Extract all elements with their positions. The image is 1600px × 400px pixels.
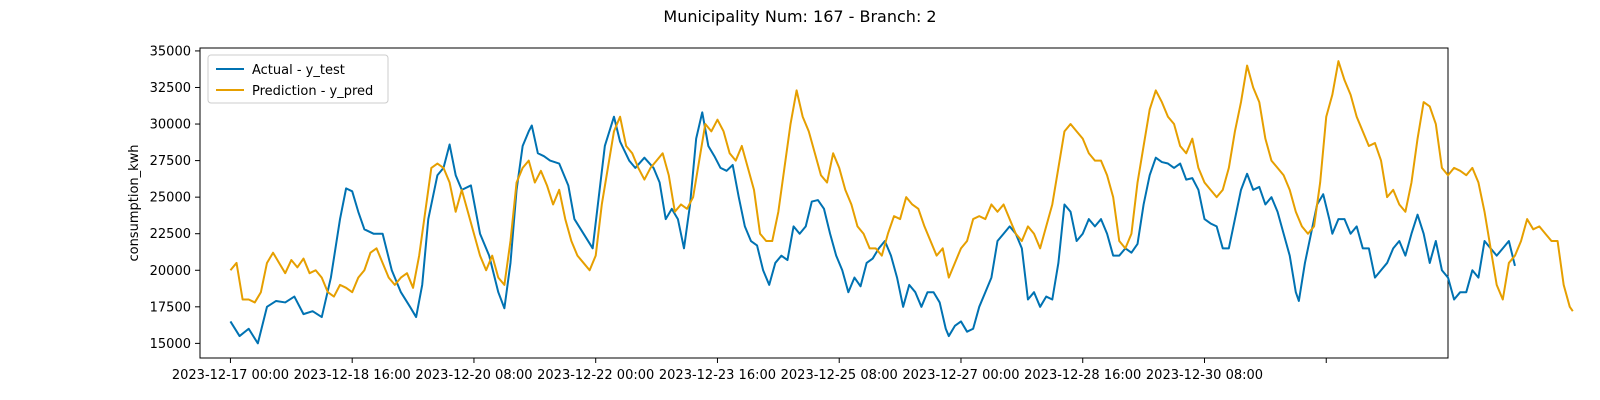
y-tick-label: 35000 [150, 44, 191, 59]
x-tick-label: 2023-12-17 00:00 [172, 368, 289, 383]
y-tick-label: 27500 [150, 154, 191, 169]
x-tick-label: 2023-12-27 00:00 [902, 368, 1019, 383]
x-tick-label: 2023-12-22 00:00 [537, 368, 654, 383]
series-layer [229, 60, 1574, 345]
x-tick-label: 2023-12-23 16:00 [659, 368, 776, 383]
legend-box [207, 54, 389, 104]
legend-label-prediction: Prediction - y_pred [252, 84, 373, 99]
x-tick-label: 2023-12-28 16:00 [1024, 368, 1141, 383]
y-tick-label: 25000 [150, 191, 191, 206]
y-tick-label: 15000 [150, 337, 191, 352]
legend-label-actual: Actual - y_test [252, 63, 345, 78]
y-tick-label: 22500 [150, 227, 191, 242]
chart-title: Municipality Num: 167 - Branch: 2 [663, 7, 936, 26]
x-tick-label: 2023-12-18 16:00 [294, 368, 411, 383]
y-tick-label: 20000 [150, 264, 191, 279]
x-axis: 2023-12-17 00:00 2023-12-18 16:00 2023-12-… [172, 358, 1327, 383]
x-tick-label: 2023-12-25 08:00 [781, 368, 898, 383]
plot-area [199, 47, 1449, 359]
y-axis-label: consumption_kwh [127, 144, 142, 261]
x-tick-label: 2023-12-30 08:00 [1146, 368, 1263, 383]
y-tick-label: 17500 [150, 300, 191, 315]
x-tick-label: 2023-12-20 08:00 [415, 368, 532, 383]
y-tick-label: 32500 [150, 81, 191, 96]
y-axis: 15000 17500 20000 22500 25000 27500 30000 32500… [150, 44, 200, 352]
y-tick-label: 30000 [150, 118, 191, 133]
series-line-prediction [229, 60, 1574, 312]
legend: Actual - y_test Prediction - y_pred [207, 54, 389, 104]
